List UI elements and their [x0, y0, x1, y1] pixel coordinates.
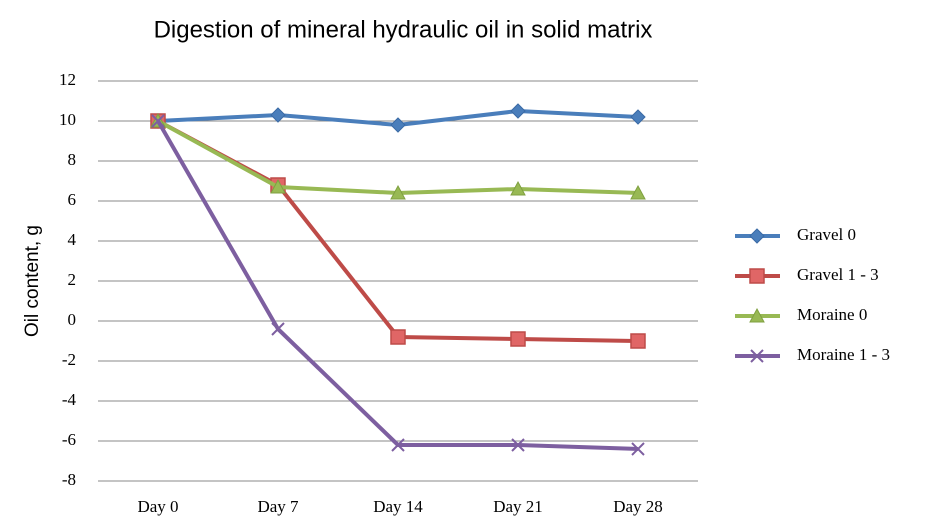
y-axis-label: Oil content, g: [22, 225, 43, 337]
data-point: [271, 322, 285, 336]
legend-label: Gravel 0: [797, 225, 856, 244]
x-tick-label: Day 21: [493, 497, 543, 516]
y-tick-label: 10: [59, 110, 76, 129]
y-tick-label: -6: [62, 430, 76, 449]
x-tick-label: Day 28: [613, 497, 663, 516]
legend-label: Moraine 0: [797, 305, 867, 324]
y-tick-label: 0: [68, 310, 77, 329]
series-line: [156, 120, 639, 451]
legend-marker: [750, 349, 764, 363]
data-point: [511, 438, 525, 452]
chart-title: Digestion of mineral hydraulic oil in so…: [154, 16, 653, 43]
data-point: [390, 117, 406, 133]
data-point: [630, 109, 646, 125]
y-tick-label: -4: [62, 390, 77, 409]
legend-marker: [749, 307, 765, 323]
y-tick-label: -2: [62, 350, 76, 369]
legend-marker: [749, 268, 765, 284]
data-point: [631, 442, 645, 456]
legend-label: Moraine 1 - 3: [797, 345, 890, 364]
y-tick-label: 12: [59, 70, 76, 89]
y-tick-label: 6: [68, 190, 77, 209]
data-point: [391, 438, 405, 452]
x-tick-label: Day 7: [257, 497, 299, 516]
legend-label: Gravel 1 - 3: [797, 265, 879, 284]
x-tick-label: Day 14: [373, 497, 423, 516]
data-point: [630, 184, 646, 200]
y-tick-label: 8: [68, 150, 77, 169]
y-tick-label: -8: [62, 470, 76, 489]
data-point: [270, 178, 286, 194]
data-point: [510, 103, 526, 119]
y-tick-label: 2: [68, 270, 77, 289]
data-point: [151, 114, 165, 128]
data-point: [510, 180, 526, 196]
series-line: [157, 119, 639, 343]
legend-marker: [749, 228, 765, 244]
data-point: [390, 329, 406, 345]
data-point: [510, 331, 526, 347]
data-point: [390, 184, 406, 200]
data-point: [630, 333, 646, 349]
x-tick-label: Day 0: [137, 497, 178, 516]
y-tick-label: 4: [68, 230, 77, 249]
data-point: [270, 107, 286, 123]
